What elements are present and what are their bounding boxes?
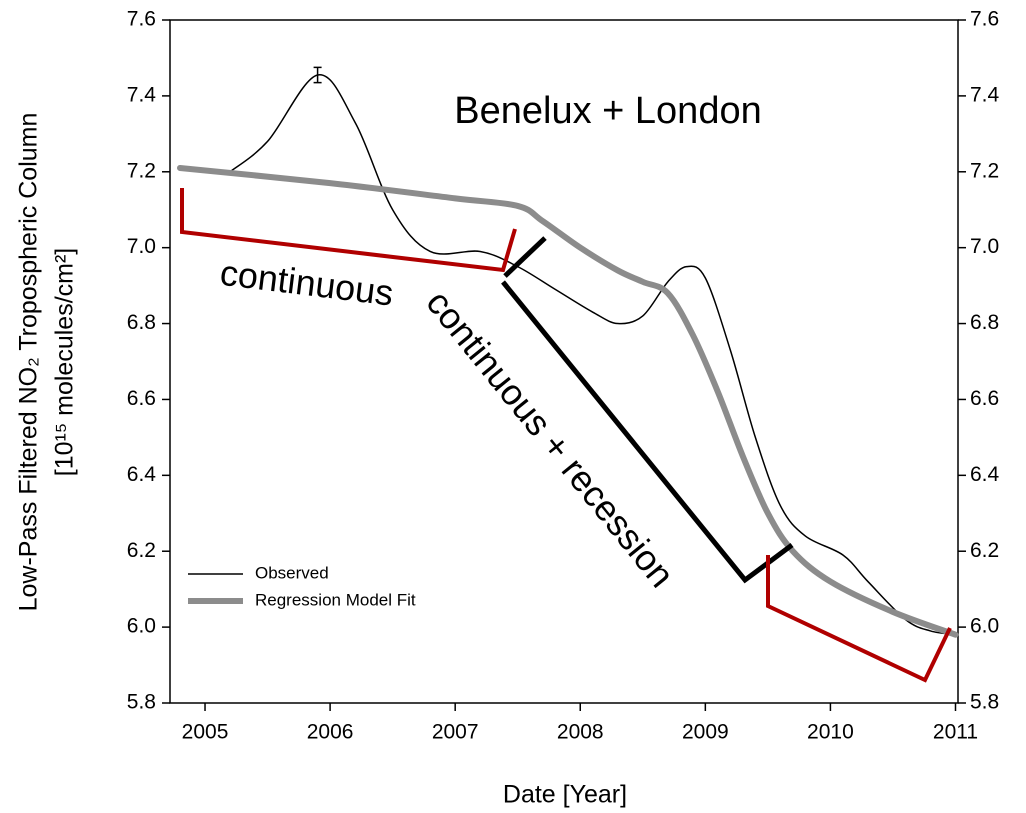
x-tick-label: 2007	[432, 721, 479, 744]
y-tick-label: 6.2	[127, 539, 156, 562]
x-tick-label: 2010	[807, 721, 854, 744]
bracket	[501, 280, 794, 584]
y2-tick-label: 6.2	[970, 539, 999, 562]
y2-tick-label: 7.4	[970, 83, 1000, 106]
y-tick-label: 5.8	[127, 691, 156, 714]
legend-label: Regression Model Fit	[255, 590, 416, 609]
x-axis-label: Date [Year]	[503, 781, 627, 809]
y-tick-label: 7.2	[127, 159, 156, 182]
y2-tick-label: 7.6	[970, 8, 999, 31]
y-tick-label: 7.6	[127, 8, 156, 31]
x-tick-label: 2008	[557, 721, 604, 744]
y2-tick-label: 6.0	[970, 615, 999, 638]
annotation: continuous	[218, 252, 396, 314]
x-tick-label: 2005	[182, 721, 229, 744]
y2-tick-label: 7.0	[970, 235, 999, 258]
annotation: continuous + recession	[418, 282, 682, 595]
bracket	[180, 188, 517, 273]
y-tick-label: 7.4	[127, 83, 157, 106]
x-tick-label: 2006	[307, 721, 354, 744]
chart-title: Benelux + London	[454, 90, 761, 132]
plot-frame	[169, 19, 959, 704]
y-tick-label: 6.4	[127, 463, 157, 486]
y2-tick-label: 6.4	[970, 463, 1000, 486]
y2-tick-label: 7.2	[970, 159, 999, 182]
y2-tick-label: 5.8	[970, 691, 999, 714]
y-tick-label: 6.8	[127, 311, 156, 334]
y-axis-label: Low-Pass Filtered NO₂ Tropospheric Colum…	[15, 113, 43, 612]
y2-tick-label: 6.8	[970, 311, 999, 334]
bracket	[766, 555, 952, 683]
line	[177, 164, 959, 638]
y-tick-label: 7.0	[127, 235, 156, 258]
bracket	[503, 236, 547, 278]
legend-label: Observed	[255, 563, 329, 582]
x-tick-label: 2011	[933, 721, 978, 744]
x-tick-label: 2009	[682, 721, 729, 744]
annotation-brackets	[180, 188, 952, 683]
line	[229, 74, 957, 636]
data-layer	[177, 66, 959, 638]
y2-tick-label: 6.6	[970, 387, 999, 410]
y-tick-label: 6.6	[127, 387, 156, 410]
y-tick-label: 6.0	[127, 615, 156, 638]
error-bar	[313, 66, 322, 84]
y-axis-label: [10¹⁵ molecules/cm²]	[51, 248, 79, 476]
